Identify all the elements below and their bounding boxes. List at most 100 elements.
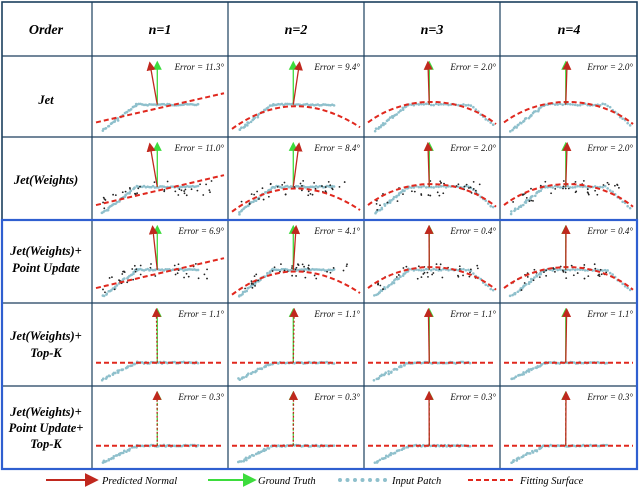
legend-predicted-normal: Predicted Normal: [101, 476, 177, 487]
weighted-point: [469, 186, 472, 189]
weighted-point: [472, 187, 475, 190]
weighted-point: [420, 194, 423, 196]
weighted-point: [476, 267, 479, 270]
row-label-point-update-top-k: Jet(Weights)+ Point Update+ Top-K: [9, 405, 84, 451]
patch-point: [245, 458, 248, 462]
weighted-point: [294, 268, 297, 271]
patch-point: [524, 117, 528, 120]
weighted-point: [112, 193, 115, 196]
weighted-point: [564, 187, 567, 190]
weighted-point: [467, 187, 470, 189]
header-n4: n=4: [558, 23, 581, 38]
patch-point: [246, 124, 249, 127]
patch-point: [398, 275, 402, 278]
fitting-surface: [95, 92, 225, 124]
patch-point: [596, 444, 600, 448]
patch-point: [249, 201, 253, 204]
weighted-point: [262, 198, 265, 201]
patch-point: [527, 368, 531, 371]
patch-point: [377, 291, 381, 295]
patch-point: [129, 108, 133, 111]
patch-point: [566, 102, 569, 106]
weighted-point: [570, 264, 573, 267]
weighted-point: [438, 268, 441, 271]
weighted-point: [539, 184, 542, 187]
table-grid: [0, 1, 639, 471]
weighted-point: [185, 272, 188, 275]
patch-point: [253, 116, 257, 119]
patch-point: [603, 268, 607, 272]
weighted-point: [321, 185, 323, 187]
legend-dot: [360, 478, 365, 482]
weighted-point: [422, 273, 425, 275]
weighted-point: [280, 263, 282, 266]
patch-point: [511, 293, 514, 297]
fitting-surface: [367, 266, 497, 291]
weighted-point: [150, 263, 152, 265]
patch-point: [578, 103, 582, 107]
patch-point: [419, 185, 423, 189]
weighted-point: [291, 274, 294, 277]
patch-point: [284, 102, 287, 106]
patch-point: [432, 103, 435, 107]
weighted-point: [183, 190, 186, 192]
weighted-point: [457, 275, 460, 278]
patch-point: [561, 103, 564, 107]
patch-point: [248, 455, 252, 458]
weighted-point: [139, 185, 141, 188]
patch-point: [491, 288, 495, 292]
patch-point: [491, 205, 495, 209]
cell-visualization: Error = 6.9°: [95, 224, 224, 298]
weighted-point: [429, 194, 432, 197]
weighted-point: [329, 184, 332, 187]
patch-point: [578, 268, 582, 271]
patch-point: [457, 268, 460, 272]
weighted-point: [530, 187, 532, 190]
legend-dot: [345, 478, 350, 482]
input-patch: [508, 102, 632, 133]
weighted-point: [423, 271, 426, 274]
weighted-point: [614, 184, 616, 187]
patch-point: [245, 289, 249, 293]
weighted-point: [248, 203, 251, 205]
weighted-point: [163, 190, 166, 193]
patch-point: [603, 102, 607, 106]
weighted-point: [574, 180, 577, 183]
weighted-point: [177, 194, 180, 196]
weighted-point: [314, 187, 317, 190]
patch-point: [273, 186, 276, 189]
patch-point: [244, 205, 248, 209]
patch-point: [126, 365, 130, 368]
patch-point: [269, 363, 272, 366]
patch-point: [484, 283, 488, 287]
weighted-point: [586, 188, 589, 191]
patch-point: [533, 194, 537, 198]
weighted-point: [256, 190, 259, 193]
row-label-line: Jet(Weights)+: [9, 244, 81, 258]
weighted-point: [283, 269, 286, 272]
fitting-surface: [231, 187, 361, 213]
predicted-normal: [146, 61, 158, 105]
weighted-point: [598, 275, 601, 278]
weighted-point: [187, 275, 190, 278]
weighted-point: [113, 288, 116, 291]
weighted-point: [166, 180, 169, 183]
weighted-point: [176, 272, 179, 275]
weighted-point: [562, 187, 564, 190]
patch-point: [117, 369, 121, 372]
weighted-point: [185, 194, 188, 197]
row-label-line: Jet: [37, 93, 54, 107]
patch-point: [424, 102, 428, 106]
predicted-normal: [292, 61, 303, 105]
patch-point: [405, 362, 409, 365]
predicted-normal: [151, 307, 162, 363]
patch-point: [551, 186, 555, 189]
weighted-point: [154, 275, 157, 277]
weighted-point: [331, 187, 333, 190]
weighted-point: [269, 183, 272, 186]
row-label-top-k: Jet(Weights)+ Top-K: [9, 329, 81, 360]
patch-point: [621, 200, 624, 204]
error-label: Error = 0.3°: [313, 392, 360, 402]
patch-point: [573, 268, 577, 272]
patch-point: [457, 185, 460, 189]
